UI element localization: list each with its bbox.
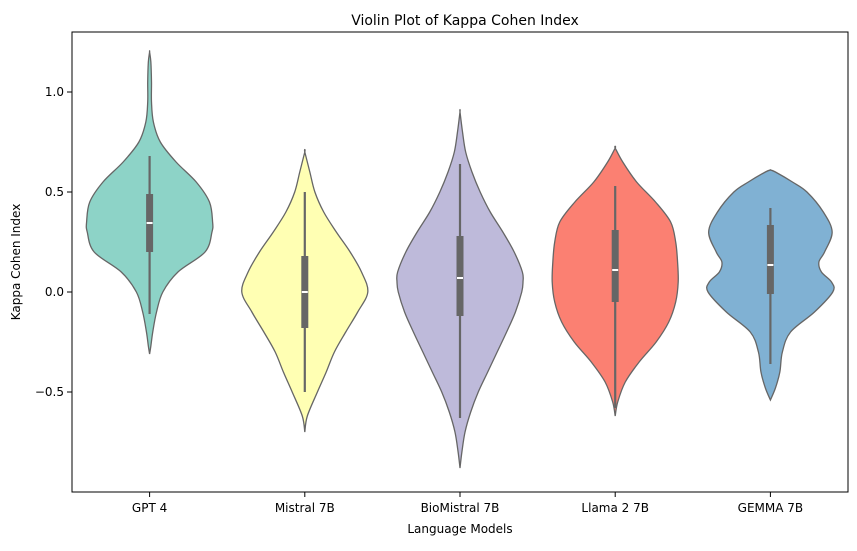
y-tick-label: 0.0 [45, 285, 64, 299]
y-axis: −0.5 0.0 0.5 1.0 [35, 85, 72, 399]
y-tick-label: −0.5 [35, 385, 64, 399]
x-axis: GPT 4 Mistral 7B BioMistral 7B Llama 2 7B GE… [132, 492, 803, 515]
y-tick-label: 0.5 [45, 185, 64, 199]
x-tick-label-gpt-4: GPT 4 [132, 501, 167, 515]
iqr-box-gemma-7b [766, 225, 774, 294]
x-tick-label-gemma-7b: GEMMA 7B [738, 501, 803, 515]
violins-layer [85, 50, 835, 469]
iqr-box-llama-2-7b [611, 230, 619, 302]
y-tick-label: 1.0 [45, 85, 64, 99]
x-tick-label-mistral-7b: Mistral 7B [275, 501, 335, 515]
y-axis-label: Kappa Cohen Index [9, 204, 23, 321]
chart-title: Violin Plot of Kappa Cohen Index [351, 13, 579, 29]
x-axis-label: Language Models [407, 522, 512, 536]
x-tick-label-biomistral-7b: BioMistral 7B [421, 501, 500, 515]
iqr-box-biomistral-7b [456, 236, 464, 316]
x-tick-label-llama-2-7b: Llama 2 7B [581, 501, 649, 515]
